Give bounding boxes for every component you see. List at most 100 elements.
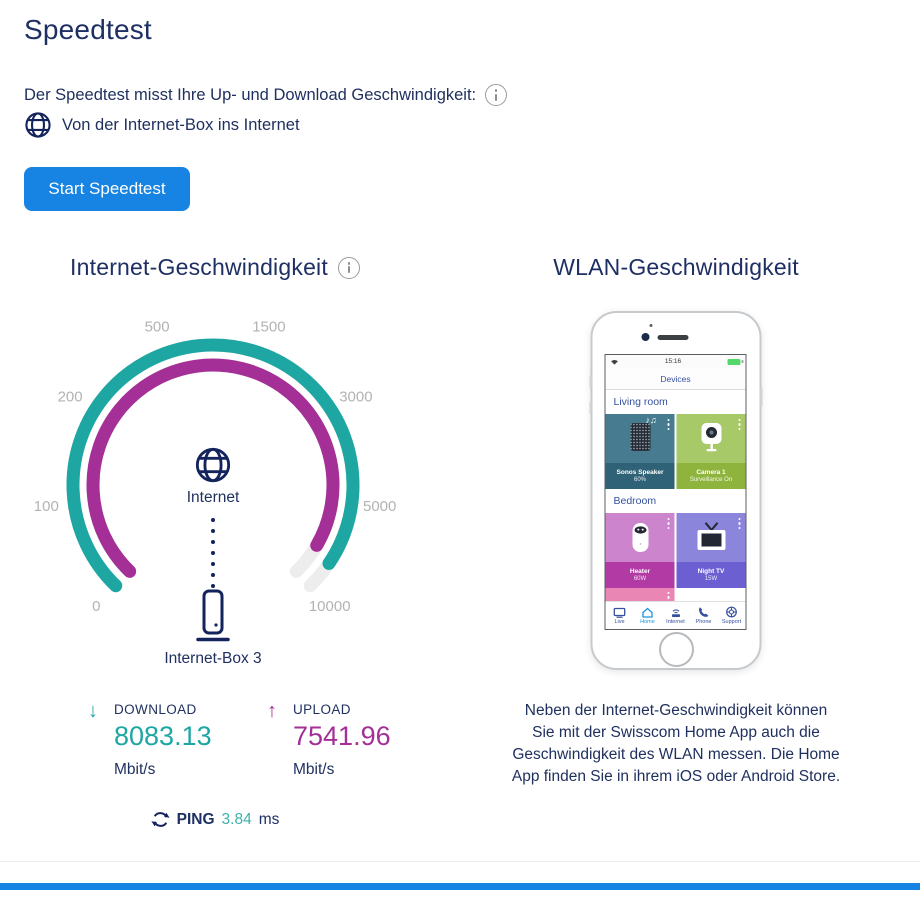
ping-row: PING 3.84 ms xyxy=(24,810,406,829)
gauge-scale-label: 1500 xyxy=(252,319,285,336)
ping-value: 3.84 xyxy=(221,810,252,828)
ping-unit: ms xyxy=(258,810,280,828)
info-icon-glyph xyxy=(494,89,498,101)
gauge-scale-label: 5000 xyxy=(363,498,396,515)
tile-status: Surveillance On xyxy=(689,477,733,483)
home-icon xyxy=(642,607,653,618)
wlan-description-line: Sie mit der Swisscom Home App auch die xyxy=(532,724,820,741)
tile-status: 15W xyxy=(704,576,718,582)
internet-speed-section: Internet-Geschwindigkeit 0 100 200 500 1500 3… xyxy=(24,250,406,850)
internet-globe-icon xyxy=(195,447,231,483)
speed-gauge: 0 100 200 500 1500 3000 5000 10000 xyxy=(34,319,397,615)
phone-side-button xyxy=(589,401,592,414)
gauge-scale-label: 500 xyxy=(145,319,170,336)
phone-sensor-dot xyxy=(649,324,653,327)
footer-accent-bar xyxy=(0,883,920,890)
upload-unit: Mbit/s xyxy=(293,761,335,778)
ping-refresh-icon[interactable] xyxy=(151,810,170,829)
upload-value: 7541.96 xyxy=(293,721,391,751)
gauge-scale-label: 200 xyxy=(58,389,83,406)
nav-item-phone: Phone xyxy=(690,602,718,629)
status-time: 15:16 xyxy=(664,358,682,365)
camera-icon xyxy=(701,423,721,452)
device-tile-camera: Camera 1 Surveillance On xyxy=(676,414,746,489)
phone-statusbar: 15:16 xyxy=(605,355,746,368)
phone-speaker-slot xyxy=(657,335,689,340)
router-icon xyxy=(196,589,230,642)
nav-label: Live xyxy=(614,618,625,625)
bedroom-tiles: Heater 60W Night TV 15W xyxy=(605,513,746,588)
nav-item-home: Home xyxy=(634,602,662,629)
start-speedtest-button[interactable]: Start Speedtest xyxy=(24,167,190,211)
device-tile-heater: Heater 60W xyxy=(605,513,675,588)
ping-label: PING xyxy=(176,810,215,828)
globe-icon xyxy=(25,112,51,138)
tile-status: 60W xyxy=(633,576,647,582)
wlan-section-title: WLAN-Geschwindigkeit xyxy=(553,254,799,280)
intro-text: Der Speedtest misst Ihre Up- und Downloa… xyxy=(24,85,477,104)
nav-item-internet: Internet xyxy=(662,602,690,629)
download-arrow-icon: ↓ xyxy=(88,700,98,722)
tile-menu-icon xyxy=(667,518,670,530)
phone-mockup: 15:16 Devices Living room ♪♫ Sonos Speak… xyxy=(589,311,763,670)
gauge-scale-label: 10000 xyxy=(309,598,351,615)
gauge-arc xyxy=(66,338,360,593)
gauge-arc xyxy=(86,358,340,578)
tile-name: Heater xyxy=(629,568,651,575)
status-wifi-icon xyxy=(611,359,618,365)
tile-status: 60% xyxy=(633,477,646,483)
connection-row: Von der Internet-Box ins Internet xyxy=(24,108,300,142)
internet-section-title: Internet-Geschwindigkeit xyxy=(70,254,328,280)
info-icon-glyph xyxy=(347,261,351,274)
download-label: DOWNLOAD xyxy=(114,702,197,717)
tile-menu-icon xyxy=(667,419,670,431)
upload-result: ↑ UPLOAD 7541.96 Mbit/s xyxy=(267,700,391,779)
nav-label: Support xyxy=(721,619,742,625)
internet-nav-icon xyxy=(671,608,680,617)
music-notes-icon: ♪♫ xyxy=(645,415,657,425)
phone-screen: 15:16 Devices Living room ♪♫ Sonos Speak… xyxy=(604,354,747,630)
router-label: Internet-Box 3 xyxy=(164,650,262,667)
heater-icon xyxy=(632,523,648,552)
gauge-scale-label: 0 xyxy=(92,598,100,615)
intro-row: Der Speedtest misst Ihre Up- und Downloa… xyxy=(24,84,508,106)
gauge-center-illustration: Internet Internet-Box 3 xyxy=(133,446,293,668)
phone-side-button xyxy=(760,387,763,407)
phone-icon xyxy=(699,607,709,617)
wlan-description: Neben der Internet-Geschwindigkeit könne… xyxy=(511,700,841,788)
live-icon xyxy=(613,607,626,618)
phone-bottom-nav: Live Home Internet xyxy=(605,601,746,629)
nav-label: Internet xyxy=(666,618,685,625)
footer-divider xyxy=(0,861,920,862)
device-tile-tv: Night TV 15W xyxy=(676,513,746,588)
room-header-living: Living room xyxy=(613,396,668,408)
phone-side-button xyxy=(589,375,592,388)
tile-name: Night TV xyxy=(697,568,725,575)
wlan-speed-section: WLAN-Geschwindigkeit 15:16 Devices Livin… xyxy=(511,250,841,850)
phone-home-button xyxy=(658,632,694,667)
internet-info-icon[interactable] xyxy=(337,256,360,279)
gauge-scale-label: 100 xyxy=(34,498,59,515)
upload-arrow-icon: ↑ xyxy=(267,700,277,722)
wlan-description-line: Neben der Internet-Geschwindigkeit könne… xyxy=(524,702,828,719)
download-unit: Mbit/s xyxy=(114,761,156,778)
room-header-bedroom: Bedroom xyxy=(613,495,657,507)
tv-icon xyxy=(697,522,725,550)
tile-name: Camera 1 xyxy=(696,469,726,476)
dotted-connector xyxy=(211,511,215,589)
living-room-tiles: ♪♫ Sonos Speaker 60% xyxy=(605,414,746,489)
page-title: Speedtest xyxy=(24,14,152,45)
partial-device-tile xyxy=(605,588,675,604)
connection-label: Von der Internet-Box ins Internet xyxy=(62,115,300,134)
tile-menu-icon xyxy=(738,419,741,431)
wlan-description-line: Geschwindigkeit des WLAN messen. Die Hom… xyxy=(512,746,840,763)
download-value: 8083.13 xyxy=(114,721,212,751)
partial-tile-row xyxy=(605,588,746,604)
internet-label: Internet xyxy=(186,489,240,506)
support-icon xyxy=(726,606,737,618)
info-icon[interactable] xyxy=(485,84,508,106)
tile-menu-icon xyxy=(738,518,741,530)
download-result: ↓ DOWNLOAD 8083.13 Mbit/s xyxy=(88,700,212,779)
upload-label: UPLOAD xyxy=(293,702,351,717)
app-title: Devices xyxy=(605,368,746,390)
